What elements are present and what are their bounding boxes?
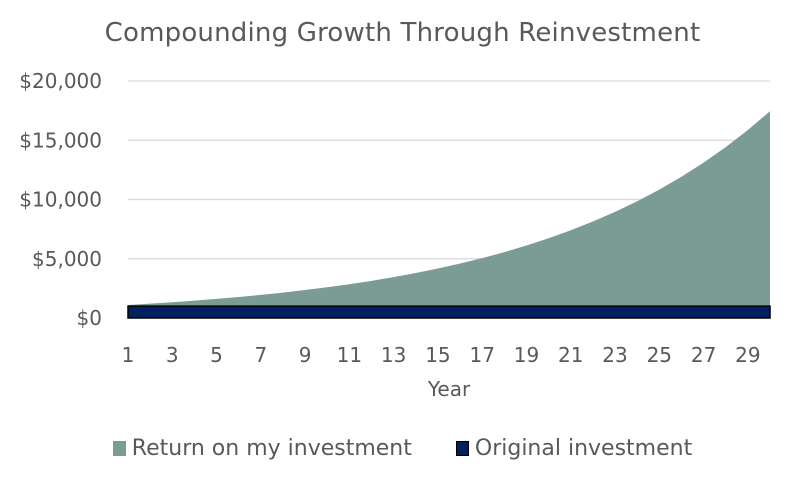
y-tick-label: $15,000 bbox=[19, 128, 102, 152]
x-tick-label: 19 bbox=[514, 343, 539, 367]
x-tick-label: 7 bbox=[254, 343, 267, 367]
legend-swatch-original bbox=[455, 441, 469, 456]
area-original-investment bbox=[127, 305, 771, 319]
legend-item-return: Return on my investment bbox=[112, 436, 412, 461]
legend-item-original: Original investment bbox=[455, 436, 693, 461]
legend-label-original: Original investment bbox=[474, 436, 693, 461]
y-tick-label: $10,000 bbox=[19, 188, 102, 212]
y-tick-label: $5,000 bbox=[32, 247, 102, 271]
y-tick-label: $20,000 bbox=[19, 69, 102, 93]
y-tick-label: $0 bbox=[77, 306, 102, 330]
x-tick-label: 15 bbox=[425, 343, 450, 367]
x-tick-label: 13 bbox=[381, 343, 406, 367]
x-axis-title: Year bbox=[427, 377, 471, 401]
x-tick-label: 17 bbox=[469, 343, 494, 367]
x-tick-label: 1 bbox=[122, 343, 135, 367]
x-tick-label: 25 bbox=[647, 343, 672, 367]
legend-swatch-return bbox=[112, 441, 126, 456]
chart-title: Compounding Growth Through Reinvestment bbox=[104, 18, 701, 48]
area-return-on-investment bbox=[128, 111, 770, 307]
x-tick-label: 3 bbox=[166, 343, 179, 367]
x-tick-label: 9 bbox=[299, 343, 312, 367]
x-tick-label: 29 bbox=[735, 343, 760, 367]
x-tick-label: 21 bbox=[558, 343, 583, 367]
legend-label-return: Return on my investment bbox=[131, 436, 412, 461]
legend: Return on my investment Original investm… bbox=[0, 436, 805, 461]
x-tick-label: 5 bbox=[210, 343, 223, 367]
x-tick-label: 23 bbox=[602, 343, 627, 367]
x-tick-label: 27 bbox=[691, 343, 716, 367]
x-tick-label: 11 bbox=[337, 343, 362, 367]
